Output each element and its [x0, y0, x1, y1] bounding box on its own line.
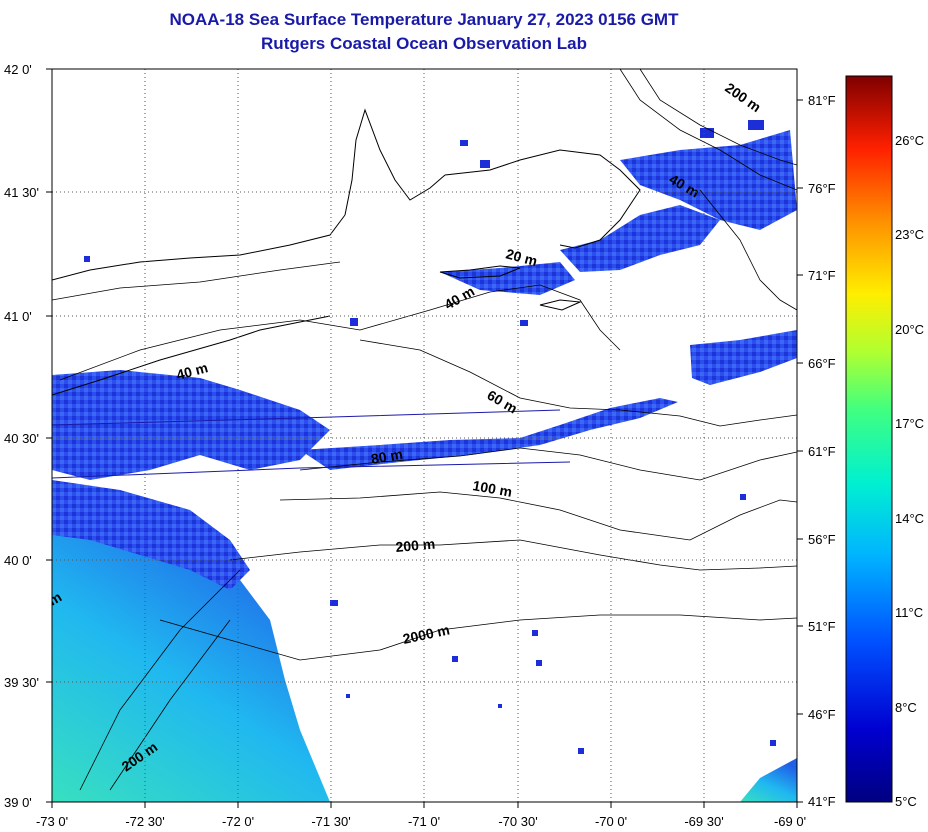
long-island-coast	[52, 315, 331, 396]
nantucket	[539, 299, 582, 311]
rhode-island-coast	[344, 108, 446, 216]
isobath-label: 80 m	[370, 446, 404, 467]
celsius-labels: 26°C 23°C 20°C 17°C 14°C 11°C 8°C 5°C	[895, 133, 924, 809]
cape-cod-water-patch	[560, 205, 720, 272]
southeast-corner-patch	[740, 758, 797, 802]
map-subtitle: Rutgers Coastal Ocean Observation Lab	[261, 34, 587, 53]
celsius-label: 11°C	[895, 605, 923, 620]
transect-line-south	[52, 461, 571, 479]
graticule	[52, 69, 797, 802]
marthas-vineyard	[439, 265, 521, 279]
celsius-label: 23°C	[895, 227, 924, 242]
lat-label: 40 30'	[4, 431, 39, 446]
lon-label: -72 0'	[222, 814, 254, 829]
lon-label: -71 30'	[311, 814, 350, 829]
connecticut-coast	[52, 214, 346, 281]
sst-data-layer: 200 m 40 m 20 m 40 m 40 m 60 m 80 m 100 …	[52, 69, 797, 802]
fahrenheit-label: 71°F	[808, 268, 836, 283]
lat-label: 39 30'	[4, 675, 39, 690]
frame-ticks	[46, 68, 803, 808]
lat-label: 42 0'	[4, 62, 32, 77]
map-title: NOAA-18 Sea Surface Temperature January …	[169, 10, 679, 29]
celsius-label: 5°C	[895, 794, 917, 809]
isobath-label: 20 m	[504, 245, 539, 269]
isobath-label: 200 m	[395, 536, 436, 555]
fahrenheit-label: 41°F	[808, 794, 836, 809]
celsius-label: 20°C	[895, 322, 924, 337]
shelf-water-band	[300, 398, 678, 470]
celsius-label: 26°C	[895, 133, 924, 148]
lon-label: -73 0'	[36, 814, 68, 829]
lat-label: 39 0'	[4, 795, 32, 810]
celsius-label: 8°C	[895, 700, 917, 715]
lon-label: -70 30'	[498, 814, 537, 829]
sound-patch	[440, 262, 575, 295]
longitude-labels: -73 0' -72 30' -72 0' -71 30' -71 0' -70…	[36, 814, 806, 829]
nantucket-shoals-patch	[690, 330, 797, 385]
warm-water-region	[52, 505, 330, 802]
fahrenheit-labels: 81°F 76°F 71°F 66°F 61°F 56°F 51°F 46°F …	[808, 93, 836, 809]
temperature-colorbar	[845, 75, 893, 803]
fahrenheit-label: 56°F	[808, 532, 836, 547]
fahrenheit-label: 51°F	[808, 619, 836, 634]
lat-label: 41 30'	[4, 185, 39, 200]
celsius-label: 14°C	[895, 511, 924, 526]
fahrenheit-label: 46°F	[808, 707, 836, 722]
isobath-label: 100 m	[471, 477, 513, 500]
shelf-water-patch-south	[52, 480, 250, 590]
scattered-pixels	[84, 120, 776, 754]
fahrenheit-label: 61°F	[808, 444, 836, 459]
transect-line-north	[52, 409, 561, 426]
lon-label: -72 30'	[125, 814, 164, 829]
lon-label: -70 0'	[595, 814, 627, 829]
fahrenheit-label: 76°F	[808, 181, 836, 196]
shelf-water-patch-west	[52, 370, 330, 480]
latitude-labels: 42 0' 41 30' 41 0' 40 30' 40 0' 39 30' 3…	[4, 62, 39, 810]
fahrenheit-label: 66°F	[808, 356, 836, 371]
lat-label: 41 0'	[4, 309, 32, 324]
celsius-label: 17°C	[895, 416, 924, 431]
lat-label: 40 0'	[4, 553, 32, 568]
lon-label: -69 30'	[684, 814, 723, 829]
cape-cod-outline	[444, 149, 641, 249]
fahrenheit-label: 81°F	[808, 93, 836, 108]
lon-label: -69 0'	[774, 814, 806, 829]
gulf-of-maine-patch	[620, 130, 797, 230]
isobath-label: 40 m	[175, 359, 210, 383]
isobath-lines	[52, 69, 797, 791]
lon-label: -71 0'	[408, 814, 440, 829]
